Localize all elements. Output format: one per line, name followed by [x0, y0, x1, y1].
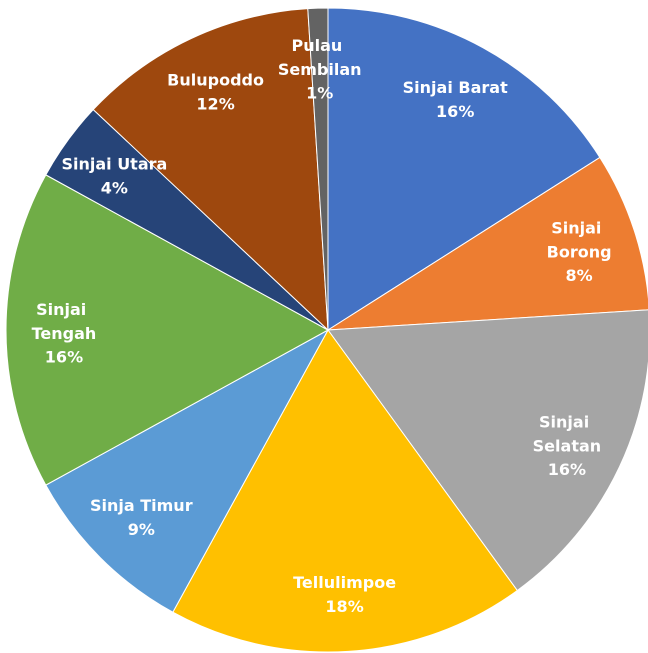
pie-slice — [327, 309, 648, 592]
slice-value-label: 9% — [128, 520, 155, 539]
pie-slice — [307, 7, 329, 331]
slice-label: Sinjai Tengah — [32, 300, 97, 343]
slice-value-label: 8% — [566, 266, 593, 285]
pie-slice — [45, 328, 330, 613]
slice-label: Sinja Timur — [90, 496, 193, 515]
slice-label: Pulau Sembilan — [278, 36, 362, 79]
slice-label: Sinjai Selatan — [533, 412, 602, 455]
slice-value-label: 1% — [306, 84, 333, 103]
slice-label: Bulupoddo — [167, 71, 264, 90]
slice-value-label: 16% — [45, 348, 83, 367]
slice-label: Sinjai Borong — [547, 218, 612, 261]
slice-label: Tellulimpoe — [293, 573, 396, 592]
pie-slice — [92, 8, 329, 332]
slice-value-label: 16% — [548, 460, 586, 479]
pie-slice — [5, 174, 330, 486]
slice-value-label: 12% — [196, 95, 234, 114]
pie-slice — [327, 156, 648, 331]
slice-value-label: 18% — [325, 597, 363, 616]
slice-value-label: 16% — [436, 102, 474, 121]
pie-slice — [172, 329, 518, 653]
slice-value-label: 4% — [101, 178, 128, 197]
slice-label: Sinjai Barat — [403, 78, 508, 97]
slice-label: Sinjai Utara — [61, 154, 167, 173]
pie-slice — [327, 7, 601, 331]
